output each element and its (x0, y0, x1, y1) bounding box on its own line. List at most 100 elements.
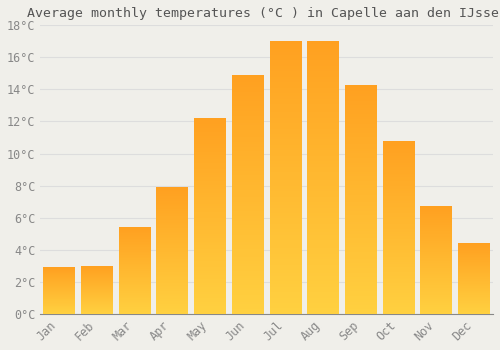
Bar (458, 263, 490, 264)
Bar (270, 66, 302, 69)
Bar (43, 305, 75, 306)
Bar (345, 218, 377, 220)
Bar (156, 295, 188, 296)
Bar (307, 251, 340, 254)
Bar (270, 270, 302, 273)
Bar (420, 208, 452, 209)
Bar (382, 281, 415, 283)
Bar (458, 297, 490, 298)
Bar (345, 119, 377, 121)
Bar (382, 258, 415, 260)
Bar (81, 284, 113, 285)
Bar (43, 277, 75, 278)
Bar (270, 232, 302, 235)
Bar (118, 244, 150, 245)
Bar (382, 292, 415, 293)
Bar (232, 142, 264, 144)
Bar (232, 77, 264, 80)
Bar (345, 231, 377, 234)
Bar (194, 154, 226, 155)
Bar (345, 305, 377, 307)
Bar (382, 267, 415, 269)
Bar (307, 71, 340, 74)
Bar (194, 183, 226, 185)
Bar (43, 311, 75, 312)
Bar (307, 123, 340, 126)
Bar (118, 282, 150, 283)
Bar (345, 213, 377, 215)
Bar (420, 267, 452, 268)
Bar (194, 195, 226, 196)
Bar (307, 77, 340, 79)
Bar (270, 126, 302, 128)
Bar (420, 220, 452, 222)
Bar (420, 236, 452, 237)
Bar (307, 88, 340, 90)
Bar (232, 185, 264, 187)
Bar (194, 269, 226, 271)
Bar (307, 199, 340, 202)
Bar (307, 235, 340, 238)
Bar (156, 308, 188, 309)
Bar (420, 231, 452, 232)
Bar (420, 219, 452, 220)
Bar (156, 245, 188, 247)
Bar (270, 199, 302, 202)
Bar (194, 282, 226, 285)
Bar (194, 300, 226, 302)
Bar (458, 303, 490, 304)
Bar (420, 237, 452, 238)
Bar (81, 306, 113, 307)
Bar (194, 265, 226, 267)
Bar (270, 205, 302, 208)
Bar (232, 221, 264, 223)
Bar (307, 74, 340, 77)
Bar (270, 134, 302, 137)
Bar (382, 264, 415, 265)
Bar (420, 288, 452, 289)
Bar (458, 282, 490, 283)
Bar (345, 128, 377, 131)
Bar (270, 227, 302, 229)
Bar (156, 235, 188, 237)
Bar (43, 273, 75, 274)
Bar (43, 280, 75, 281)
Bar (43, 297, 75, 298)
Bar (43, 313, 75, 314)
Bar (420, 296, 452, 297)
Bar (156, 234, 188, 235)
Bar (270, 257, 302, 259)
Bar (420, 246, 452, 247)
Bar (420, 215, 452, 216)
Bar (307, 128, 340, 131)
Bar (156, 309, 188, 310)
Bar (345, 181, 377, 183)
Bar (81, 267, 113, 268)
Bar (270, 145, 302, 148)
Bar (420, 285, 452, 286)
Bar (458, 250, 490, 251)
Bar (270, 85, 302, 88)
Bar (382, 205, 415, 206)
Bar (270, 123, 302, 126)
Bar (118, 279, 150, 280)
Bar (118, 239, 150, 240)
Bar (270, 259, 302, 262)
Bar (345, 135, 377, 137)
Bar (458, 247, 490, 248)
Bar (270, 104, 302, 107)
Bar (81, 303, 113, 304)
Bar (458, 274, 490, 275)
Bar (232, 190, 264, 192)
Bar (43, 300, 75, 301)
Bar (345, 87, 377, 89)
Bar (270, 248, 302, 251)
Bar (232, 101, 264, 104)
Bar (382, 188, 415, 189)
Bar (345, 264, 377, 266)
Bar (118, 230, 150, 231)
Bar (458, 285, 490, 286)
Bar (194, 120, 226, 122)
Bar (194, 159, 226, 161)
Bar (81, 295, 113, 296)
